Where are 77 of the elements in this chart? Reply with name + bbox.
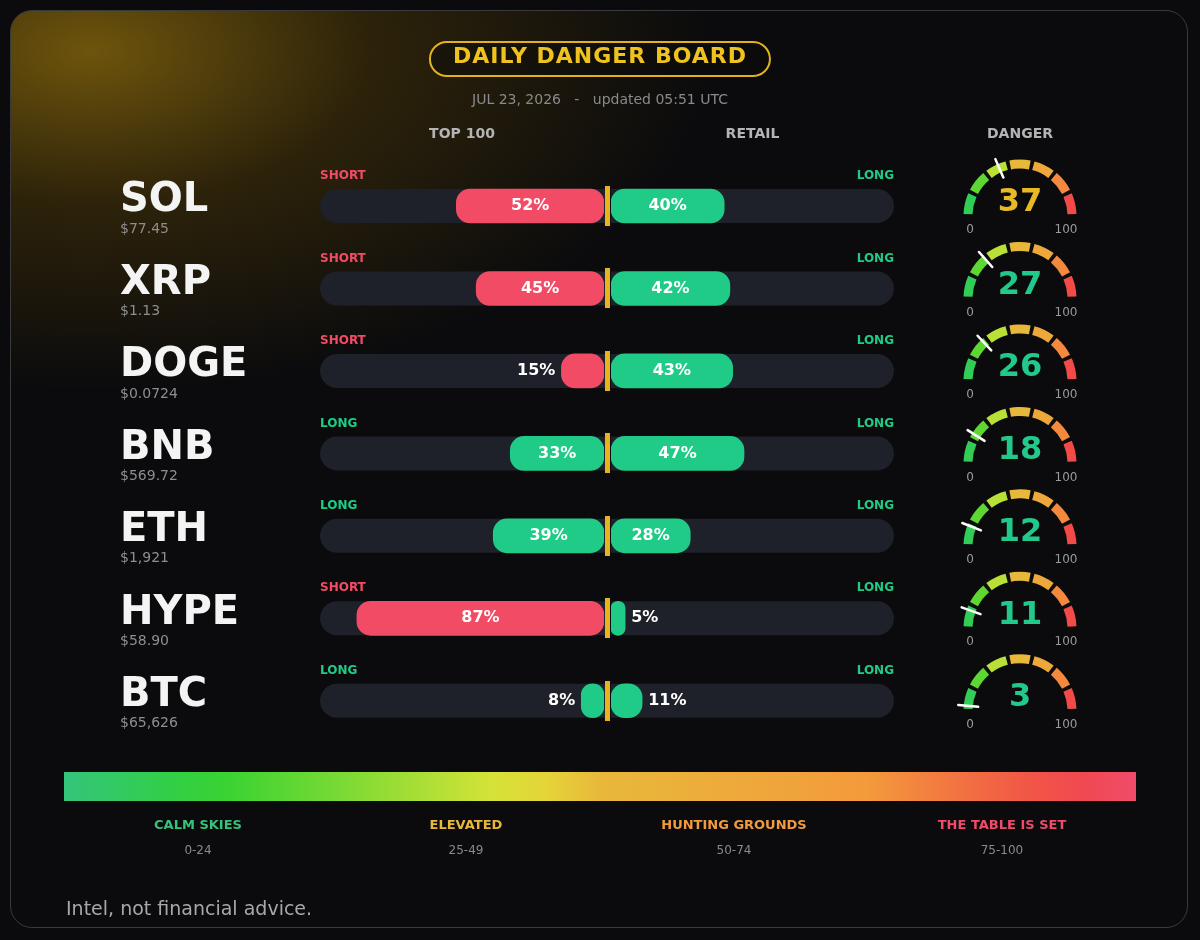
text: $569.72 (120, 467, 178, 484)
data-label: 37 (997, 181, 1043, 220)
data-label: 15% (517, 360, 556, 380)
annotation: SHORT (320, 580, 367, 595)
data-label: 12 (997, 511, 1043, 550)
annotation: LONG (856, 333, 894, 348)
text: 0-24 (183, 843, 213, 857)
text: $58.90 (120, 631, 169, 648)
annotation: LONG (856, 580, 894, 595)
text: 25-49 (447, 843, 485, 857)
annotation: SHORT (320, 168, 367, 183)
chart-title: TOP 100 (429, 125, 496, 142)
text: $1,921 (120, 549, 169, 566)
data-label: 47% (658, 442, 697, 462)
text: 0 (966, 304, 974, 319)
data-label: 39% (529, 525, 568, 545)
data-label: 5% (631, 607, 659, 627)
y-tick-label: DOGE (120, 339, 248, 386)
data-label: 3 (1008, 676, 1032, 715)
data-label: 52% (511, 195, 550, 215)
data-label: 26 (997, 346, 1043, 385)
y-tick-label: SOL (120, 174, 209, 221)
text: DANGER (986, 125, 1054, 142)
annotation: LONG (320, 415, 358, 430)
annotation: LONG (856, 497, 894, 512)
data-label: 87% (461, 607, 500, 627)
text: 100 (1054, 304, 1078, 319)
data-label: 45% (520, 277, 560, 297)
text: $0.0724 (120, 384, 178, 401)
text: 0 (966, 222, 974, 237)
text: JUL 23, 2026 - updated 05:51 UTC (472, 91, 728, 107)
y-tick-label: BNB (120, 421, 215, 468)
text: 0 (966, 469, 974, 484)
data-label: 43% (652, 360, 691, 380)
annotation: LONG (856, 250, 894, 265)
data-label: 27 (997, 263, 1043, 302)
category-label: HUNTING GROUNDS (660, 817, 808, 832)
data-label: 11 (997, 593, 1043, 632)
annotation: SHORT (320, 333, 367, 348)
y-tick-label: XRP (120, 256, 211, 303)
text: 0 (966, 634, 974, 649)
text: 100 (1054, 551, 1078, 566)
text: 100 (1054, 716, 1078, 731)
annotation: LONG (320, 662, 358, 677)
text: $77.45 (120, 219, 169, 236)
text: 100 (1054, 387, 1078, 402)
data-label: 8% (548, 689, 576, 709)
annotation: LONG (856, 168, 894, 183)
text: 0 (966, 387, 974, 402)
text: 0 (966, 716, 974, 731)
text: $1.13 (120, 302, 161, 319)
text: DAILY DANGER BOARD (428, 41, 772, 77)
category-label: CALM SKIES (153, 817, 243, 832)
text: 0 (966, 551, 974, 566)
y-tick-label: ETH (120, 504, 209, 551)
y-tick-label: HYPE (120, 586, 240, 633)
text: 100 (1054, 469, 1078, 484)
data-label: 11% (648, 689, 687, 709)
text: 100 (1054, 222, 1078, 237)
annotation: SHORT (320, 250, 367, 265)
text: Intel, not financial advice. (66, 897, 313, 919)
text: 100 (1054, 634, 1078, 649)
chart-title: RETAIL (725, 125, 780, 142)
text: 50-74 (715, 843, 753, 857)
annotation: LONG (856, 662, 894, 677)
y-tick-label: BTC (120, 669, 208, 716)
category-label: THE TABLE IS SET (936, 817, 1068, 832)
data-label: 42% (651, 277, 690, 297)
annotation: LONG (856, 415, 894, 430)
data-label: 18 (997, 428, 1043, 467)
annotation: LONG (320, 497, 358, 512)
data-label: 33% (537, 442, 577, 462)
data-label: 28% (631, 525, 670, 545)
text: 75-100 (979, 843, 1025, 857)
data-label: 40% (648, 195, 687, 215)
text: $65,626 (120, 714, 178, 731)
category-label: ELEVATED (428, 817, 504, 832)
